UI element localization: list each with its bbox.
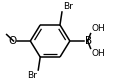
Text: O: O xyxy=(8,36,16,46)
Text: OH: OH xyxy=(91,24,104,33)
Text: Br: Br xyxy=(62,2,72,11)
Text: OH: OH xyxy=(91,49,104,58)
Text: Br: Br xyxy=(27,71,37,80)
Text: B: B xyxy=(84,36,91,46)
